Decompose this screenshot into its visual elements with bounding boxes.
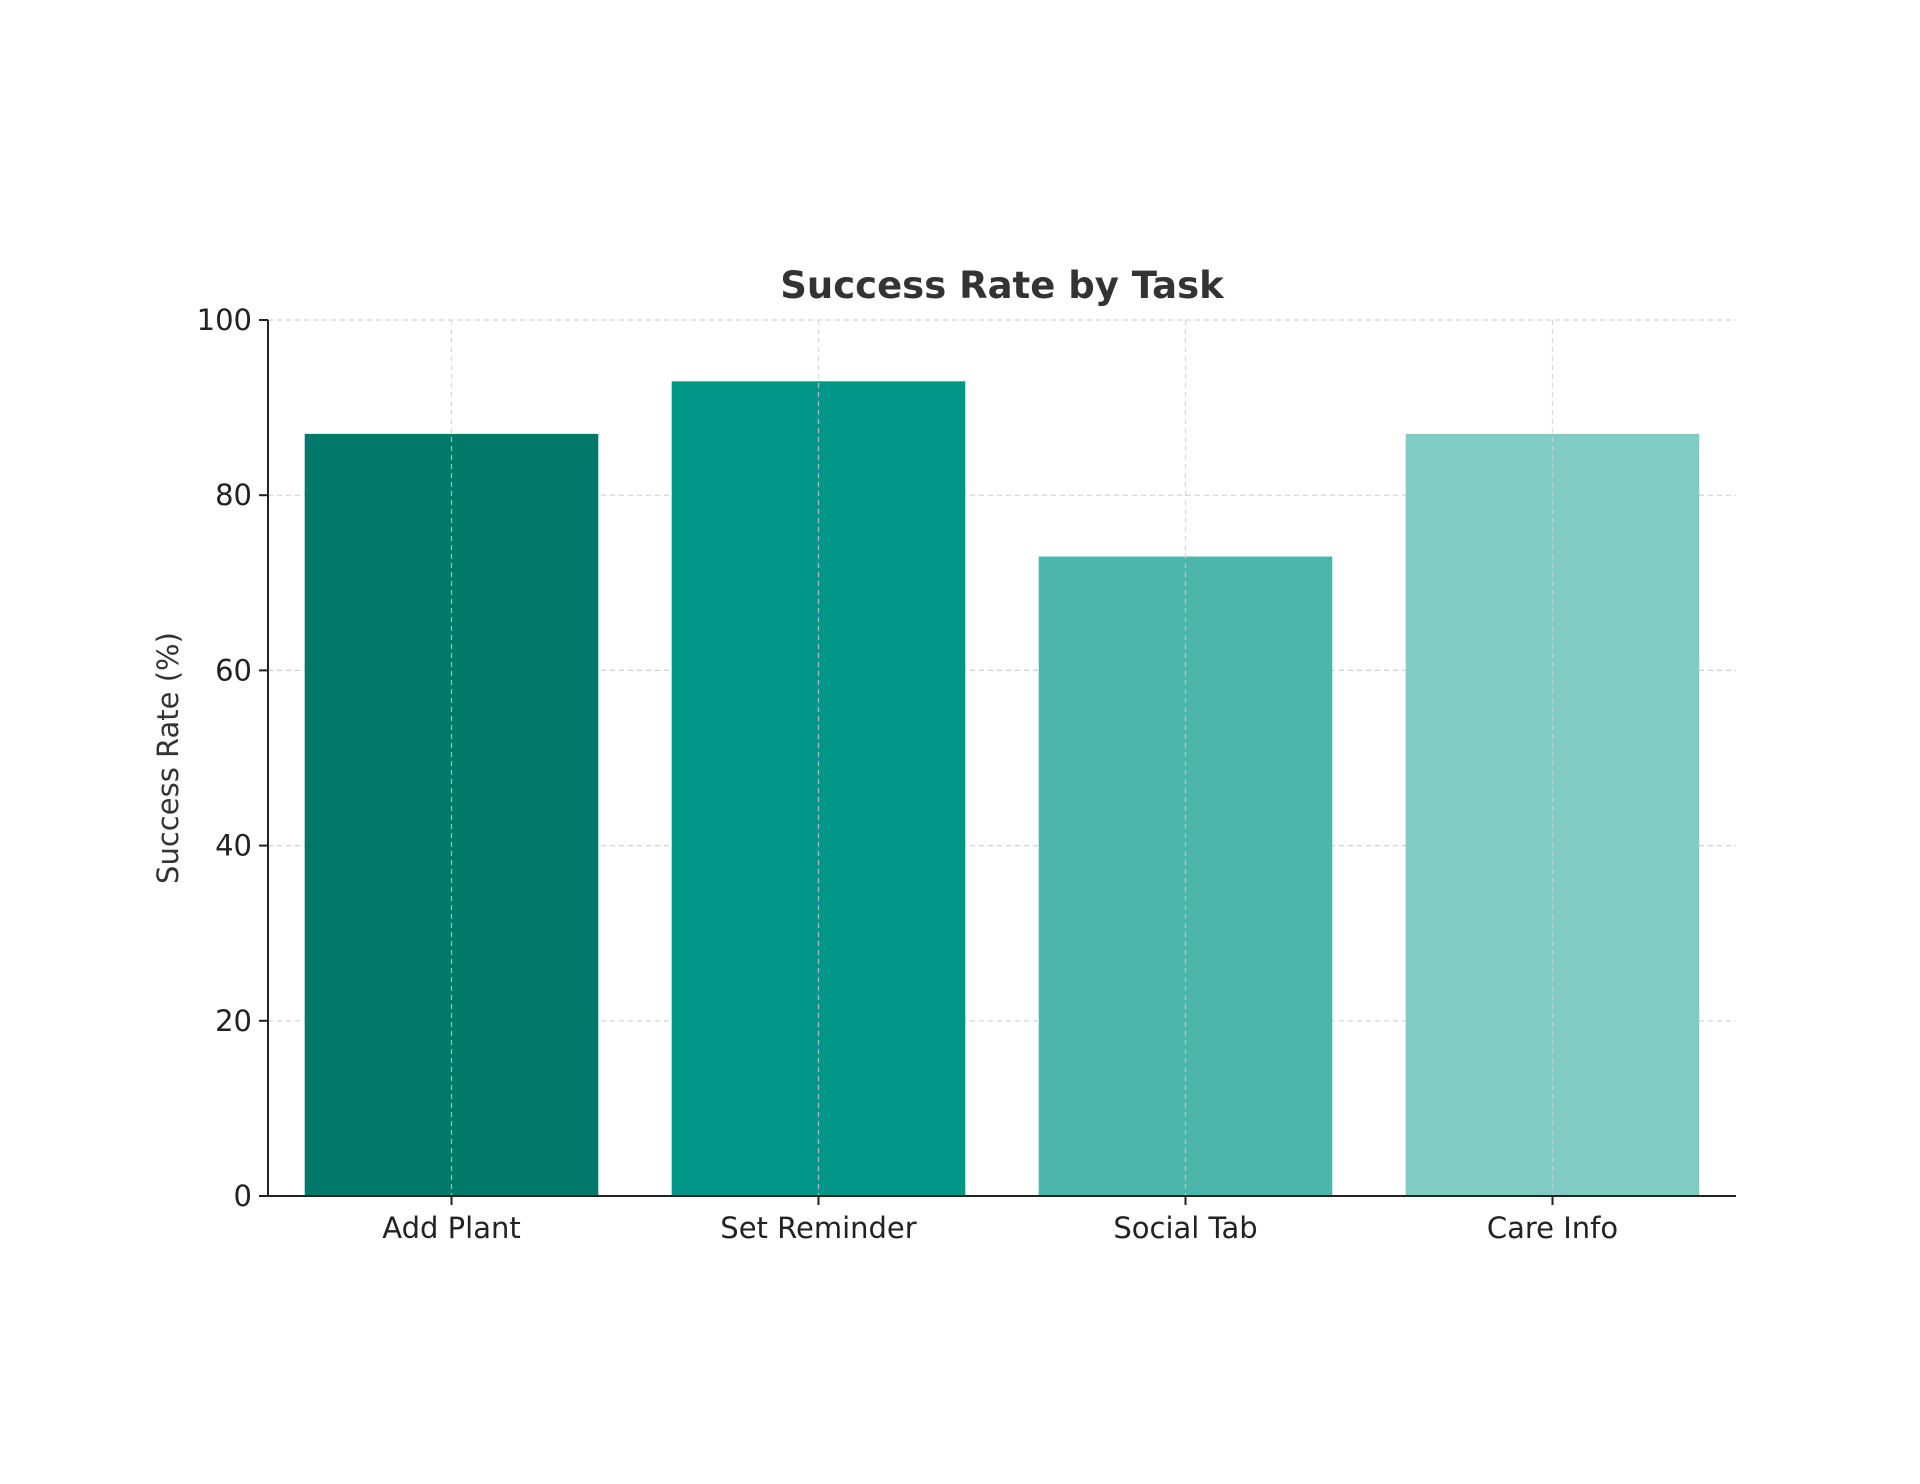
y-tick-label: 100 (197, 303, 252, 337)
axes (267, 320, 1736, 1197)
bars (304, 381, 1700, 1196)
bar-social-tab (1038, 556, 1333, 1196)
y-tick-label: 80 (215, 478, 252, 512)
y-tick-label: 20 (215, 1004, 252, 1038)
y-tick-label: 40 (215, 829, 252, 863)
y-tick-label: 0 (234, 1179, 252, 1213)
chart-title: Success Rate by Task (780, 264, 1225, 307)
x-tick-label: Social Tab (1113, 1211, 1257, 1245)
x-tick-label: Add Plant (382, 1211, 520, 1245)
x-tick-label: Set Reminder (720, 1211, 916, 1245)
y-tick-label: 60 (215, 653, 252, 687)
x-ticks: Add Plant Set Reminder Social Tab Care Info (382, 1196, 1618, 1245)
y-axis-title: Success Rate (%) (151, 632, 185, 884)
x-tick-label: Care Info (1487, 1211, 1618, 1245)
vertical-grid-lines (450, 320, 1554, 1196)
y-ticks: 0 20 40 60 80 100 (197, 303, 268, 1213)
